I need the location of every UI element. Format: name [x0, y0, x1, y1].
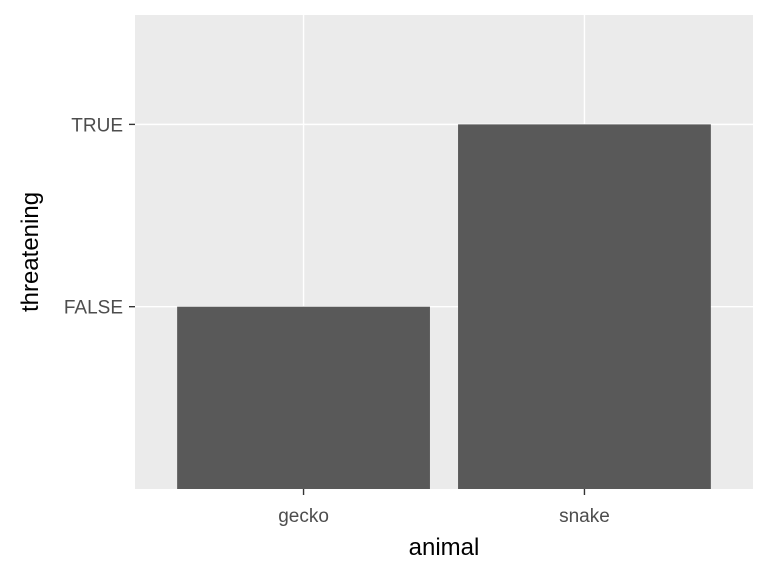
y-tick-label-false: FALSE — [64, 298, 123, 319]
x-tick-label-snake: snake — [559, 506, 610, 527]
x-tick-label-gecko: gecko — [278, 506, 329, 527]
bars — [177, 124, 711, 489]
x-axis-title: animal — [409, 534, 480, 561]
y-axis-title: threatening — [17, 192, 44, 312]
bar-gecko — [177, 306, 430, 489]
y-tick-label-true: TRUE — [71, 115, 123, 136]
axes: FALSE TRUE gecko snake — [64, 115, 610, 527]
bar-snake — [458, 124, 711, 489]
